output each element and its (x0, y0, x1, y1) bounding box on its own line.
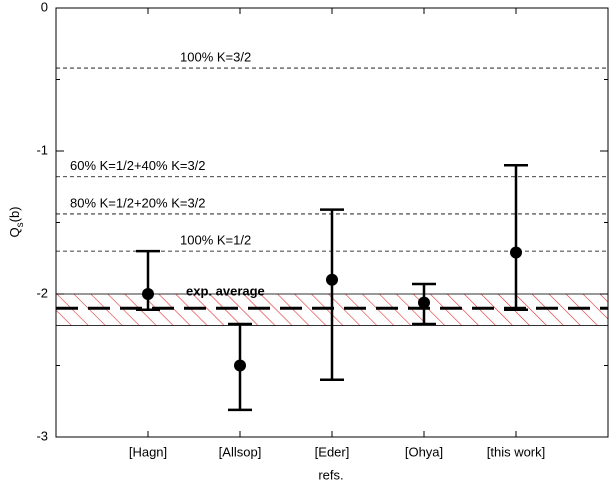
data-point (510, 246, 522, 259)
reference-label: 100% K=1/2 (180, 233, 251, 248)
reference-label: 80% K=1/2+20% K=3/2 (70, 195, 206, 210)
x-tick-label: [Ohya] (405, 444, 443, 459)
reference-label: 100% K=3/2 (180, 49, 251, 64)
y-tick-label: 0 (41, 0, 48, 14)
x-tick-label: [Eder] (315, 444, 350, 459)
y-tick-label: -1 (36, 142, 48, 157)
y-axis-label: Qs(b) (7, 206, 25, 237)
x-tick-label: [Allsop] (219, 444, 262, 459)
y-tick-label: -2 (36, 285, 48, 300)
data-point (326, 273, 338, 286)
x-tick-label: [Hagn] (129, 444, 167, 459)
x-axis-label: refs. (318, 467, 343, 482)
x-tick-label: [this work] (487, 444, 546, 459)
data-point (234, 359, 246, 372)
y-tick-label: -3 (36, 428, 48, 443)
reference-label: 60% K=1/2+40% K=3/2 (70, 158, 206, 173)
data-point (418, 296, 430, 309)
average-label: exp. average (186, 284, 265, 299)
data-point (142, 288, 154, 300)
